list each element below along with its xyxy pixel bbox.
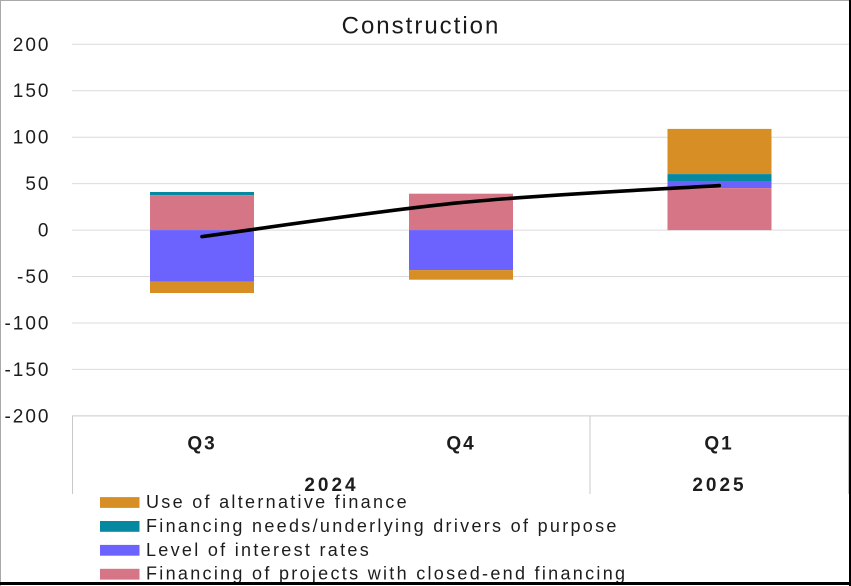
svg-text:2024: 2024 <box>304 475 358 496</box>
svg-text:100: 100 <box>13 128 51 149</box>
svg-text:Financing of projects with clo: Financing of projects with closed-end fi… <box>146 564 627 584</box>
svg-text:Q1: Q1 <box>704 434 733 455</box>
svg-text:-200: -200 <box>4 406 50 427</box>
svg-text:Use of alternative finance: Use of alternative finance <box>146 492 409 512</box>
svg-text:150: 150 <box>13 81 51 102</box>
svg-text:200: 200 <box>13 35 51 56</box>
svg-text:0: 0 <box>38 221 51 242</box>
svg-text:Financing needs/underlying dri: Financing needs/underlying drivers of pu… <box>146 516 619 536</box>
svg-text:-50: -50 <box>17 267 50 288</box>
svg-text:50: 50 <box>25 174 50 195</box>
svg-text:-150: -150 <box>4 360 50 381</box>
svg-text:-100: -100 <box>4 314 50 335</box>
svg-text:Level of interest rates: Level of interest rates <box>146 540 371 560</box>
svg-text:Q4: Q4 <box>446 434 475 455</box>
svg-text:Q3: Q3 <box>187 434 216 455</box>
svg-text:2025: 2025 <box>692 475 746 496</box>
svg-text:Construction: Construction <box>342 13 501 40</box>
